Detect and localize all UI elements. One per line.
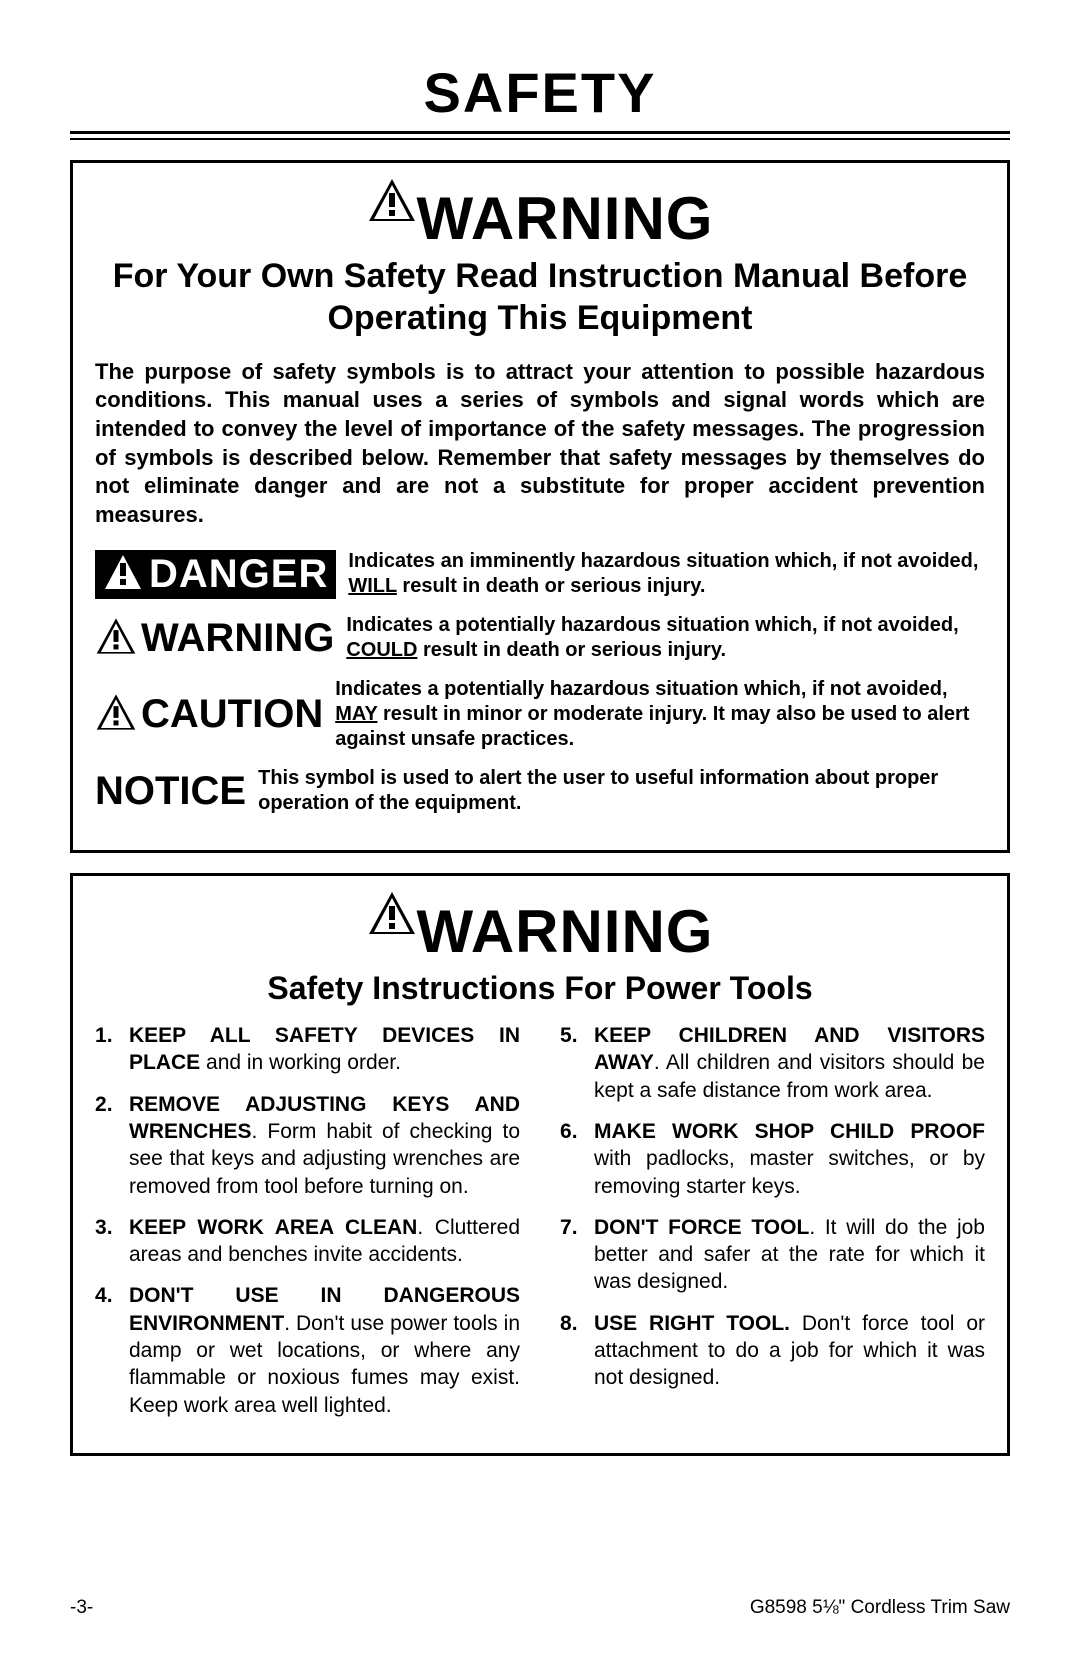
warning-heading-2: WARNING [95,890,985,962]
def-danger: DANGER Indicates an imminently hazardous… [95,549,985,599]
footer-page-number: -3- [70,1597,93,1619]
rule-item: KEEP ALL SAFETY DEVICES IN PLACE and in … [95,1022,520,1077]
alert-triangle-icon [367,177,417,227]
page-footer: -3- G8598 5⅛" Cordless Trim Saw [70,1597,1010,1619]
alert-triangle-icon [367,890,417,940]
alert-triangle-icon [103,553,143,596]
warning-box-2: WARNING Safety Instructions For Power To… [70,873,1010,1456]
rule-item: DON'T FORCE TOOL. It will do the job bet… [560,1214,985,1296]
intro-paragraph: The purpose of safety symbols is to attr… [95,358,985,530]
alert-triangle-icon [95,692,137,737]
def-notice: NOTICE This symbol is used to alert the … [95,766,985,816]
warning-label: WARNING [95,616,334,661]
rule-thick [70,131,1010,134]
danger-text: Indicates an imminently hazardous situat… [348,549,985,599]
notice-label: NOTICE [95,769,246,814]
warning-box-1: WARNING For Your Own Safety Read Instruc… [70,160,1010,853]
rule-thin [70,138,1010,140]
rules-columns: KEEP ALL SAFETY DEVICES IN PLACE and in … [95,1022,985,1433]
warning-text: Indicates a potentially hazardous situat… [346,613,985,663]
signal-word: WARNING [417,185,714,252]
definitions-list: DANGER Indicates an imminently hazardous… [95,549,985,816]
rule-item: KEEP CHILDREN AND VISITORS AWAY. All chi… [560,1022,985,1104]
page-title: SAFETY [70,60,1010,125]
box1-subheading: For Your Own Safety Read Instruction Man… [95,255,985,340]
rules-list-left: KEEP ALL SAFETY DEVICES IN PLACE and in … [95,1022,520,1419]
alert-triangle-icon [95,616,137,661]
caution-label: CAUTION [95,692,323,737]
box2-subheading: Safety Instructions For Power Tools [95,968,985,1008]
caution-text: Indicates a potentially hazardous situat… [335,677,985,752]
signal-word: WARNING [417,898,714,965]
rules-list-right: KEEP CHILDREN AND VISITORS AWAY. All chi… [560,1022,985,1392]
def-caution: CAUTION Indicates a potentially hazardou… [95,677,985,752]
rule-item: KEEP WORK AREA CLEAN. Cluttered areas an… [95,1214,520,1269]
danger-label: DANGER [95,550,336,599]
footer-product: G8598 5⅛" Cordless Trim Saw [750,1597,1010,1619]
rule-item: MAKE WORK SHOP CHILD PROOF with padlocks… [560,1118,985,1200]
rule-item: USE RIGHT TOOL. Don't force tool or atta… [560,1310,985,1392]
warning-heading: WARNING [95,177,985,249]
notice-text: This symbol is used to alert the user to… [258,766,985,816]
rule-item: DON'T USE IN DANGEROUS ENVIRONMENT. Don'… [95,1282,520,1418]
def-warning: WARNING Indicates a potentially hazardou… [95,613,985,663]
rule-item: REMOVE ADJUSTING KEYS AND WRENCHES. Form… [95,1091,520,1200]
